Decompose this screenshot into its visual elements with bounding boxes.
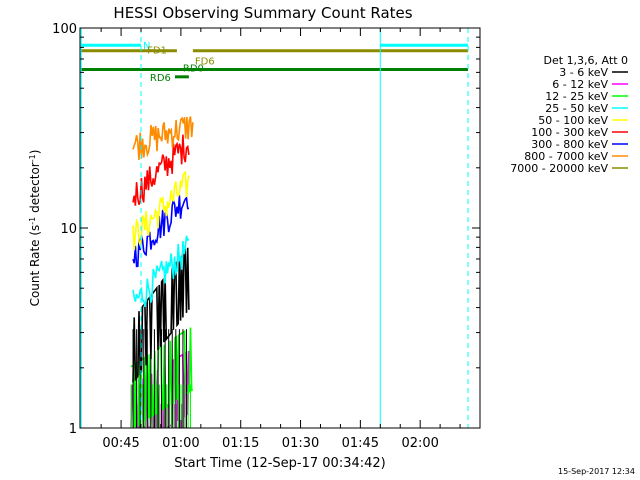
legend-header: Det 1,3,6, Att 0: [544, 54, 628, 67]
x-tick-label: 01:00: [162, 436, 199, 451]
series-line-4: [132, 170, 190, 251]
series-line-7: [132, 116, 194, 161]
legend-label: 12 - 25 keV: [545, 90, 608, 103]
legend-label: 25 - 50 keV: [545, 102, 608, 115]
chart-title: HESSI Observing Summary Count Rates: [113, 4, 412, 22]
axes-layer: 1 10 100 00:45 01:00 01:15 01:30 01:45 02:00: [52, 22, 481, 451]
x-tick-label: 01:45: [342, 436, 379, 451]
x-tick-label: 01:15: [222, 436, 259, 451]
flag-label-fd6: FD6: [195, 56, 215, 67]
legend-label: 800 - 7000 keV: [524, 150, 608, 163]
x-tick-label: 00:45: [102, 436, 139, 451]
series-line-3: [132, 235, 190, 307]
flag-label-rd6: RD6: [150, 73, 171, 84]
y-tick-label: 1: [69, 422, 77, 437]
series-line-0: [132, 247, 190, 383]
legend-label: 6 - 12 keV: [552, 78, 608, 91]
legend-label: 100 - 300 keV: [531, 126, 608, 139]
y-tick-label: 10: [60, 222, 77, 237]
footer-timestamp: 15-Sep-2017 12:34: [558, 467, 635, 476]
x-axis-label: Start Time (12-Sep-17 00:34:42): [174, 456, 385, 471]
x-tick-label: 02:00: [401, 436, 438, 451]
y-tick-label: 100: [52, 22, 77, 37]
legend-label: 7000 - 20000 keV: [510, 162, 608, 175]
x-tick-label: 01:30: [282, 436, 319, 451]
flag-label-rd0: RD0: [183, 64, 204, 75]
flag-label-fd1: FD1: [147, 46, 167, 57]
legend-label: 300 - 800 keV: [531, 138, 608, 151]
series-line-5: [132, 134, 190, 206]
legend-label: 50 - 100 keV: [538, 114, 608, 127]
legend-label: 3 - 6 keV: [559, 66, 608, 79]
series-line-6: [132, 195, 190, 268]
y-axis-label: Count Rate (s-1 detector-1): [28, 150, 43, 307]
flag-label-n: N: [143, 41, 150, 52]
